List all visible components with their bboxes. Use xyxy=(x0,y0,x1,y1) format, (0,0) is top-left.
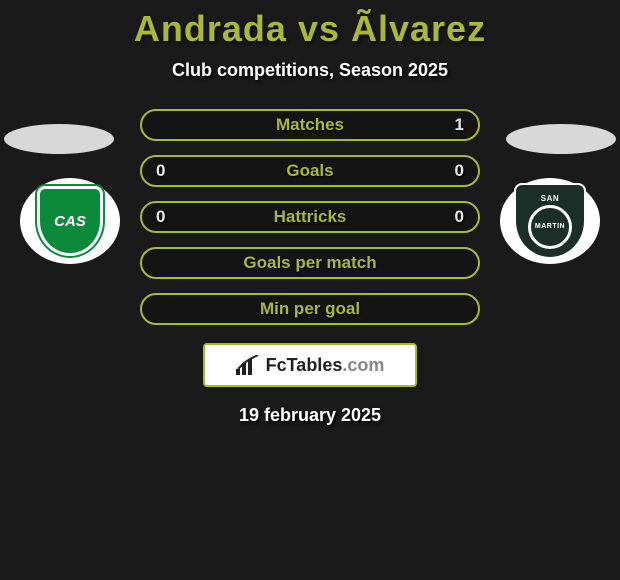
player-photo-left xyxy=(4,124,114,154)
stat-right-value: 1 xyxy=(424,115,464,135)
stat-right-value: 0 xyxy=(424,161,464,181)
stat-row: Min per goal xyxy=(140,293,480,325)
shield-icon: SAN MARTIN xyxy=(514,183,586,259)
badge-text-lower: MARTIN xyxy=(535,223,565,230)
shield-icon: CAS xyxy=(37,186,103,256)
badge-bg: SAN MARTIN xyxy=(500,178,600,264)
stat-label: Min per goal xyxy=(260,299,360,319)
stat-right-value: 0 xyxy=(424,207,464,227)
stat-left-value: 0 xyxy=(156,161,196,181)
stat-row: 0 Goals 0 xyxy=(140,155,480,187)
page-title: Andrada vs Ãlvarez xyxy=(0,0,620,50)
team-badge-left: CAS xyxy=(20,178,120,264)
date-label: 19 february 2025 xyxy=(0,405,620,426)
stat-row: Matches 1 xyxy=(140,109,480,141)
badge-text-upper: SAN xyxy=(541,194,559,203)
stat-label: Goals per match xyxy=(243,253,376,273)
team-badge-right: SAN MARTIN xyxy=(500,178,600,264)
brand-suffix: .com xyxy=(342,355,384,375)
stat-row: 0 Hattricks 0 xyxy=(140,201,480,233)
bar-chart-icon xyxy=(236,355,260,375)
stat-label: Hattricks xyxy=(274,207,347,227)
subtitle: Club competitions, Season 2025 xyxy=(0,60,620,81)
stat-left-value: 0 xyxy=(156,207,196,227)
badge-ring-icon: MARTIN xyxy=(528,205,572,249)
brand-box[interactable]: FcTables.com xyxy=(203,343,417,387)
player-photo-right xyxy=(506,124,616,154)
stat-row: Goals per match xyxy=(140,247,480,279)
brand-bold: FcTables xyxy=(266,355,343,375)
stat-label: Goals xyxy=(286,161,333,181)
badge-bg: CAS xyxy=(20,178,120,264)
stat-label: Matches xyxy=(276,115,344,135)
brand-label: FcTables.com xyxy=(266,355,385,376)
